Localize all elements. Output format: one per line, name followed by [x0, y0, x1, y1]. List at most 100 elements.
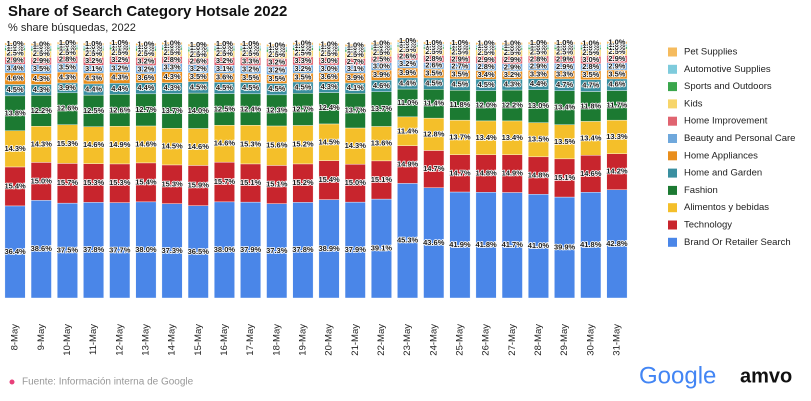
- data-label: 3.2%: [294, 64, 311, 73]
- data-label: 1.0%: [242, 42, 259, 51]
- data-label: 4.3%: [111, 73, 128, 82]
- data-label: 3.5%: [190, 72, 207, 81]
- data-label: 37.7%: [109, 245, 131, 254]
- data-label: 1.0%: [478, 41, 495, 50]
- data-label: 2.9%: [478, 55, 495, 64]
- x-tick-label: 25-May: [454, 324, 465, 356]
- data-label: 14.6%: [135, 139, 157, 148]
- data-label: 1.0%: [582, 44, 599, 53]
- data-label: 1.0%: [268, 40, 285, 49]
- data-label: 2.5%: [242, 49, 259, 58]
- data-label: 13.4%: [554, 103, 576, 112]
- data-label: 4.5%: [451, 80, 468, 89]
- data-label: 1.0%: [347, 40, 364, 49]
- data-label: 3.5%: [425, 68, 442, 77]
- data-label: 2.9%: [504, 55, 521, 64]
- data-label: 12.6%: [57, 104, 79, 113]
- data-label: 1.0%: [164, 41, 181, 50]
- data-label: 2.5%: [478, 48, 495, 57]
- data-label: 4.3%: [33, 74, 50, 83]
- legend-label: Pet Supplies: [684, 47, 738, 58]
- data-label: 14.6%: [580, 169, 602, 178]
- data-label: 1.0%: [33, 42, 50, 51]
- data-label: 4.5%: [242, 83, 259, 92]
- data-label: 3.2%: [190, 64, 207, 73]
- data-label: 2.5%: [347, 50, 364, 59]
- data-label: 1.0%: [582, 38, 599, 47]
- legend-swatch: [668, 203, 677, 213]
- bar-segment: [30, 43, 52, 46]
- chart-subtitle: % share búsquedas, 2022: [8, 22, 136, 34]
- bar-segment: [109, 41, 131, 45]
- data-label: 4.4%: [530, 79, 547, 88]
- data-label: 3.5%: [59, 63, 76, 72]
- data-label: 2.9%: [530, 62, 547, 71]
- data-label: 1.0%: [504, 39, 521, 48]
- data-label: 12.5%: [83, 106, 105, 115]
- data-label: 3.5%: [33, 64, 50, 73]
- data-label: 1.0%: [556, 41, 573, 50]
- data-label: 1.0%: [347, 43, 364, 52]
- bar-segment: [135, 43, 157, 46]
- amvo-logo: amvo: [740, 365, 792, 387]
- data-label: 36.5%: [188, 247, 210, 256]
- data-label: 2.5%: [137, 49, 154, 58]
- data-label: 3.3%: [556, 70, 573, 79]
- data-label: 4.1%: [347, 83, 364, 92]
- data-label: 2.7%: [451, 62, 468, 71]
- data-label: 3.5%: [608, 69, 625, 78]
- bar-segment: [161, 42, 183, 45]
- legend-swatch: [668, 168, 677, 178]
- legend-label: Automotive Supplies: [684, 64, 771, 75]
- data-label: 2.5%: [504, 48, 521, 57]
- x-tick-label: 20-May: [324, 324, 335, 356]
- data-label: 12.5%: [214, 104, 236, 113]
- data-label: 11.7%: [606, 100, 627, 109]
- data-label: 4.4%: [111, 84, 128, 93]
- data-label: 1.1%: [268, 46, 285, 55]
- data-label: 3.9%: [399, 68, 416, 77]
- data-label: 1.0%: [190, 40, 207, 49]
- data-label: 2.6%: [425, 61, 442, 70]
- data-label: 3.2%: [111, 55, 128, 64]
- data-label: 12.4%: [318, 103, 340, 112]
- data-label: 1.0%: [111, 41, 128, 50]
- data-label: 2.5%: [451, 48, 468, 57]
- data-label: 1.1%: [216, 44, 233, 53]
- data-label: 3.9%: [347, 73, 364, 82]
- data-label: 38.9%: [318, 244, 340, 253]
- data-label: 14.7%: [449, 168, 471, 177]
- data-label: 1.0%: [478, 39, 495, 48]
- data-label: 2.5%: [33, 49, 50, 58]
- bar-segment: [554, 41, 575, 45]
- bar-segment: [528, 41, 549, 45]
- data-label: 1.0%: [190, 43, 207, 52]
- x-tick-label: 8-May: [10, 324, 21, 351]
- bar-segment: [580, 42, 602, 45]
- x-tick-label: 24-May: [428, 324, 439, 356]
- bar-segment: [606, 41, 628, 45]
- data-label: 2.5%: [425, 47, 442, 56]
- data-label: 14.2%: [606, 167, 628, 176]
- data-label: 4.3%: [164, 72, 181, 81]
- data-label: 2.8%: [478, 62, 495, 71]
- data-label: 14.6%: [214, 139, 236, 148]
- data-label: 3.2%: [504, 70, 521, 79]
- data-label: 3.6%: [216, 73, 233, 82]
- data-label: 1.0%: [556, 43, 573, 52]
- data-label: 3.2%: [268, 66, 285, 75]
- data-label: 15.2%: [292, 140, 314, 149]
- bar-segment: [4, 42, 26, 46]
- x-tick-label: 30-May: [585, 324, 596, 356]
- data-label: 3.3%: [164, 63, 181, 72]
- x-tick-label: 12-May: [114, 324, 125, 356]
- data-label: 4.5%: [190, 82, 207, 91]
- data-label: 2.5%: [582, 48, 599, 57]
- data-label: 1.0%: [451, 43, 468, 52]
- legend-label: Technology: [684, 220, 732, 231]
- data-label: 2.5%: [321, 49, 338, 58]
- bar-segment: [187, 43, 209, 47]
- data-label: 4.5%: [294, 83, 311, 92]
- data-label: 15.2%: [292, 178, 314, 187]
- data-label: 3.3%: [242, 56, 259, 65]
